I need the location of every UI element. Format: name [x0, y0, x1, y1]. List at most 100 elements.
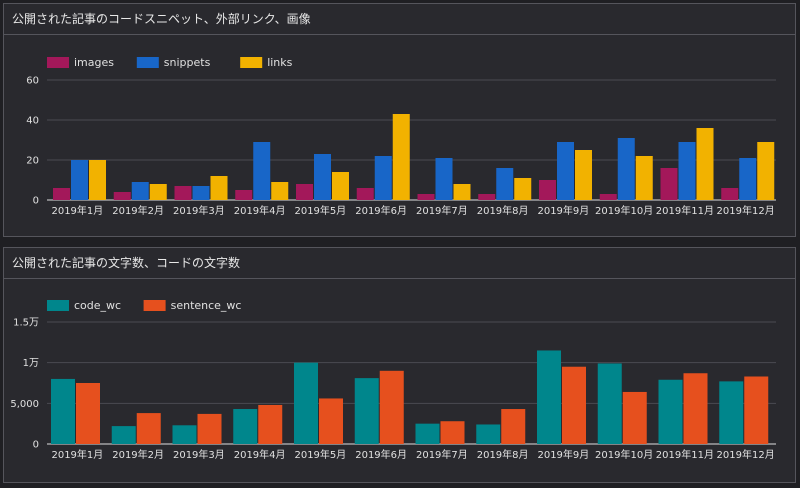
- bar-code_wc: [294, 362, 318, 444]
- bar-sentence_wc: [622, 391, 647, 444]
- bar-code_wc: [51, 378, 75, 444]
- bar-code_wc: [354, 378, 379, 444]
- x-tick-label: 2019年8月: [477, 204, 529, 217]
- bar-images: [174, 186, 192, 200]
- panel-title: 公開された記事のコードスニペット、外部リンク、画像: [4, 4, 795, 35]
- bar-code_wc: [415, 423, 440, 444]
- bar-code_wc: [111, 426, 136, 444]
- bar-links: [332, 172, 349, 200]
- x-tick-label: 2019年3月: [173, 448, 225, 461]
- bar-sentence_wc: [379, 370, 404, 444]
- x-tick-label: 2019年11月: [656, 448, 714, 461]
- legend-label-sentence_wc: sentence_wc: [171, 299, 242, 312]
- y-tick-label: 1万: [23, 358, 39, 369]
- bar-sentence_wc: [683, 373, 708, 444]
- legend-swatch-code_wc: [47, 300, 69, 311]
- bar-images: [478, 194, 496, 200]
- bar-snippets: [71, 160, 88, 200]
- bar-snippets: [314, 154, 331, 200]
- bar-links: [149, 184, 167, 200]
- bar-sentence_wc: [440, 421, 465, 444]
- bar-images: [356, 188, 374, 200]
- bar-images: [113, 192, 131, 200]
- bar-snippets: [374, 156, 392, 200]
- bar-links: [89, 160, 106, 200]
- x-tick-label: 2019年9月: [537, 448, 589, 461]
- bar-code_wc: [476, 424, 501, 444]
- bar-links: [453, 184, 471, 200]
- x-tick-label: 2019年7月: [416, 448, 468, 461]
- bar-snippets: [617, 138, 635, 200]
- bar-links: [210, 176, 228, 200]
- y-tick-label: 1.5万: [13, 318, 39, 329]
- bar-images: [417, 194, 435, 200]
- x-tick-label: 2019年12月: [717, 204, 775, 217]
- bar-images: [599, 194, 617, 200]
- x-tick-label: 2019年10月: [595, 448, 653, 461]
- bar-images: [660, 168, 678, 200]
- bar-links: [392, 114, 410, 200]
- legend-swatch-images: [47, 57, 69, 68]
- bar-links: [271, 182, 289, 200]
- x-tick-label: 2019年1月: [51, 204, 103, 217]
- bar-code_wc: [233, 409, 258, 444]
- x-tick-label: 2019年7月: [416, 204, 468, 217]
- legend-label-images: images: [74, 56, 114, 69]
- bar-sentence_wc: [562, 366, 586, 444]
- bar-images: [235, 190, 253, 200]
- bar-sentence_wc: [319, 398, 343, 444]
- y-tick-label: 5,000: [10, 399, 39, 410]
- bar-code_wc: [719, 381, 744, 444]
- bar-snippets: [435, 158, 453, 200]
- bar-snippets: [557, 142, 574, 200]
- legend-swatch-sentence_wc: [143, 300, 166, 311]
- bar-images: [539, 180, 556, 200]
- x-tick-label: 2019年8月: [477, 448, 529, 461]
- chart-panel-media: 公開された記事のコードスニペット、外部リンク、画像 0 20 40 60 2019年1月…: [3, 3, 796, 237]
- bar-snippets: [678, 142, 696, 200]
- x-tick-label: 2019年4月: [234, 204, 286, 217]
- y-tick-label: 40: [26, 116, 39, 127]
- x-tick-label: 2019年2月: [112, 204, 164, 217]
- bar-snippets: [253, 142, 271, 200]
- x-tick-label: 2019年6月: [355, 204, 407, 217]
- legend-label-links: links: [267, 56, 292, 69]
- bar-sentence_wc: [136, 413, 161, 444]
- y-tick-label: 60: [26, 76, 39, 87]
- bar-snippets: [739, 158, 757, 200]
- x-tick-label: 2019年11月: [656, 204, 714, 217]
- bar-images: [296, 184, 313, 200]
- y-tick-label: 0: [33, 440, 39, 451]
- x-tick-label: 2019年12月: [717, 448, 775, 461]
- bar-code_wc: [172, 425, 197, 444]
- bar-links: [757, 142, 775, 200]
- bar-snippets: [192, 186, 210, 200]
- bar-images: [721, 188, 739, 200]
- y-tick-label: 20: [26, 156, 39, 167]
- bar-images: [53, 188, 70, 200]
- x-tick-label: 2019年1月: [51, 448, 103, 461]
- chart-panel-wordcount: 公開された記事の文字数、コードの文字数 0 5,000 1万 1.5万 2019年1月 2…: [3, 247, 796, 483]
- x-tick-label: 2019年5月: [294, 448, 346, 461]
- y-tick-label: 0: [33, 196, 39, 207]
- bar-links: [696, 128, 714, 200]
- x-tick-label: 2019年9月: [537, 204, 589, 217]
- bar-snippets: [496, 168, 514, 200]
- bar-sentence_wc: [501, 409, 526, 444]
- bar-code_wc: [597, 363, 622, 444]
- bar-sentence_wc: [744, 376, 769, 444]
- legend-label-code_wc: code_wc: [74, 299, 121, 312]
- x-tick-label: 2019年10月: [595, 204, 653, 217]
- x-tick-label: 2019年4月: [234, 448, 286, 461]
- x-tick-label: 2019年3月: [173, 204, 225, 217]
- bar-links: [575, 150, 592, 200]
- bar-chart-media: 0 20 40 60 2019年1月 2019年2月 2019年3月 2019年4月 2019年…: [26, 56, 776, 217]
- legend-swatch-snippets: [136, 57, 159, 68]
- bar-links: [514, 178, 532, 200]
- bar-code_wc: [537, 350, 561, 444]
- bar-links: [635, 156, 653, 200]
- bar-chart-wordcount: 0 5,000 1万 1.5万 2019年1月 2019年2月 2019年3月 2019年4月…: [10, 299, 776, 461]
- x-tick-label: 2019年6月: [355, 448, 407, 461]
- legend-swatch-links: [240, 57, 263, 68]
- legend-label-snippets: snippets: [164, 56, 211, 69]
